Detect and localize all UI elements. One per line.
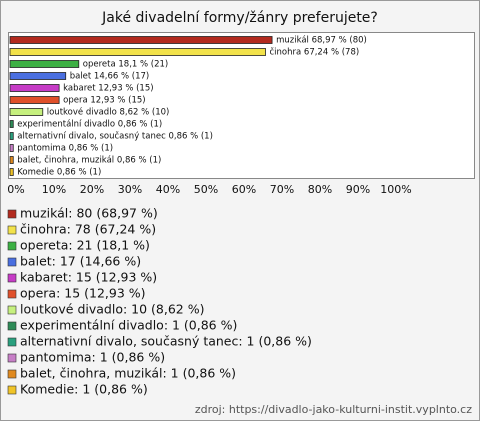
data-label: opereta 18,1 % (21) [83,60,168,70]
x-tick-label: 0% [7,183,24,196]
legend-label: balet: 17 (14,66 %) [20,254,141,269]
bar [9,60,80,68]
legend-label: loutkové divadlo: 10 (8,62 %) [20,302,204,317]
legend-swatch [7,337,17,347]
legend-swatch [7,321,17,331]
legend-label: opera: 15 (12,93 %) [20,286,146,301]
legend-label: alternativní divalo, současný tanec: 1 (… [20,334,312,349]
data-label: loutkové divadlo 8,62 % (10) [47,107,170,118]
data-label: experimentální divadlo 0,86 % (1) [17,120,162,130]
data-label: činohra 67,24 % (78) [270,47,360,58]
legend-label: muzikál: 80 (68,97 %) [20,206,158,221]
legend-label: balet, činohra, muzikál: 1 (0,86 %) [20,366,236,381]
legend-label: kabaret: 15 (12,93 %) [20,270,157,285]
x-tick-label: 50% [194,183,218,196]
legend-swatch [7,225,17,235]
x-tick-label: 90% [346,183,370,196]
bar [9,72,67,80]
legend-swatch [7,289,17,299]
legend-label: Komedie: 1 (0,86 %) [20,382,148,397]
x-tick-label: 40% [156,183,180,196]
bar [9,96,60,104]
x-tick-label: 100% [380,183,411,196]
x-tick-label: 80% [308,183,332,196]
x-tick-label: 60% [232,183,256,196]
x-tick-label: 30% [118,183,142,196]
data-label: alternativní divalo, současný tanec 0,86… [17,131,213,142]
bar [9,48,266,56]
data-label: pantomima 0,86 % (1) [17,144,113,154]
data-label: balet, činohra, muzikál 0,86 % (1) [17,155,161,166]
legend-swatch [7,257,17,267]
bar [9,108,44,116]
legend-label: experimentální divadlo: 1 (0,86 %) [20,318,237,333]
data-label: opera 12,93 % (15) [63,96,146,106]
bar [9,156,14,164]
legend-swatch [7,305,17,315]
legend-swatch [7,385,17,395]
legend-swatch [7,209,17,219]
bar [9,84,60,92]
x-tick-label: 10% [42,183,66,196]
legend-swatch [7,241,17,251]
bar [9,144,14,152]
data-label: kabaret 12,93 % (15) [63,84,153,94]
data-label: muzikál 68,97 % (80) [276,36,367,46]
source: zdroj: https://divadlo-jako-kulturni-ins… [195,403,472,416]
legend-swatch [7,353,17,363]
legend-label: pantomima: 1 (0,86 %) [20,350,165,365]
legend-label: opereta: 21 (18,1 %) [20,238,150,253]
legend-label: činohra: 78 (67,24 %) [20,222,156,237]
data-label: balet 14,66 % (17) [70,72,150,82]
legend-swatch [7,273,17,283]
x-tick-label: 20% [80,183,104,196]
bar [9,36,273,44]
bar [9,132,14,140]
legend-swatch [7,369,17,379]
x-tick-label: 70% [270,183,294,196]
bar [9,120,14,128]
chart-title: Jaké divadelní formy/žánry preferujete? [101,10,378,26]
bar [9,168,14,176]
data-label: Komedie 0,86 % (1) [17,168,101,178]
plot-frame [8,32,475,179]
